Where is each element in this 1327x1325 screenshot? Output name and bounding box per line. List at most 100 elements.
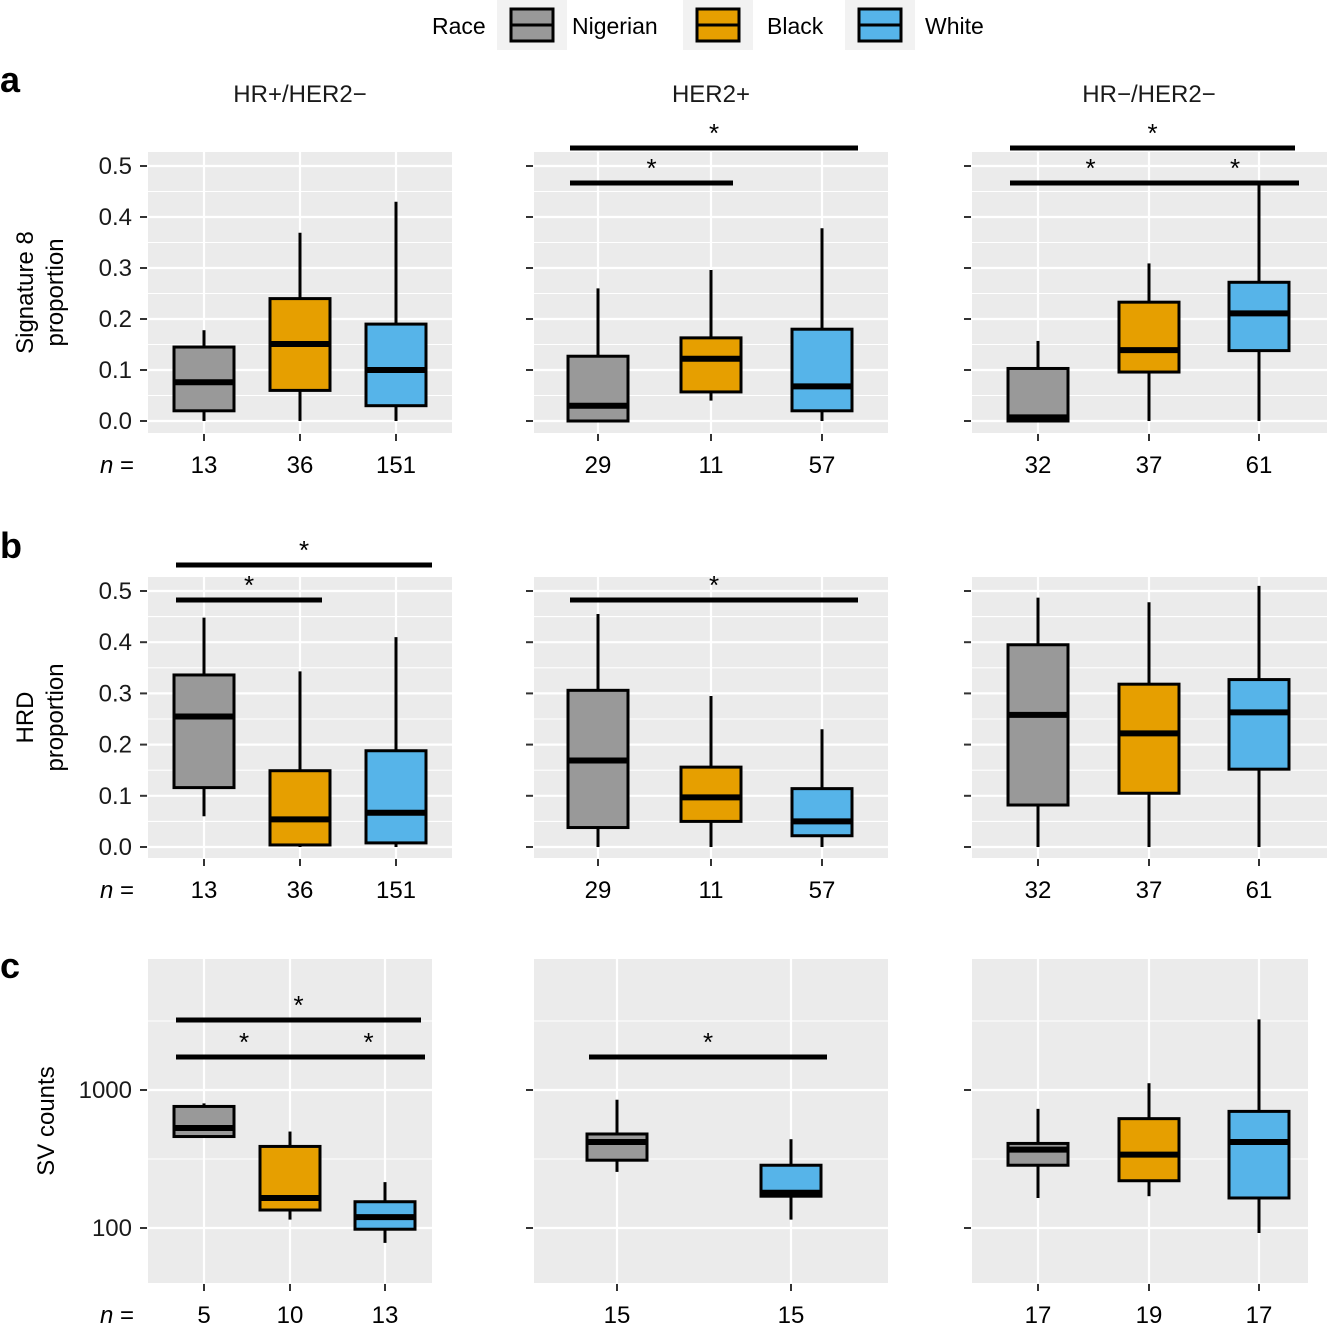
n-label: 32 (1025, 877, 1052, 904)
y-tick-label: 0.5 (99, 153, 132, 180)
box-nigerian (172, 1103, 236, 1139)
legend-item-black: Black (683, 0, 824, 50)
box-nigerian (566, 288, 630, 423)
y-tick-label: 1000 (79, 1077, 132, 1104)
significance-bracket: * (176, 990, 421, 1023)
n-prefix-symbol: n (100, 1302, 113, 1325)
n-label: 17 (1246, 1302, 1273, 1325)
significance-star: * (709, 570, 719, 600)
box-iqr (1227, 1109, 1291, 1200)
significance-star: * (709, 118, 719, 148)
box-black (679, 270, 743, 401)
box-nigerian (585, 1099, 649, 1172)
n-label: 13 (372, 1302, 399, 1325)
n-label: 36 (287, 877, 314, 904)
significance-star: * (239, 1027, 249, 1057)
n-label: 57 (809, 452, 836, 479)
box-iqr (172, 673, 236, 790)
significance-bracket: * (1010, 118, 1295, 151)
box-white (1227, 1019, 1291, 1233)
significance-star: * (1085, 153, 1095, 183)
significance-star: * (646, 153, 656, 183)
facet-label-hr-neg-her2-neg: HR−/HER2− (1082, 81, 1215, 108)
box-white (353, 1182, 417, 1243)
panel-a-1: 0.0 0.1 0.2 0.3 0.4 0.5 13 36 151 n = (99, 139, 452, 479)
panel-background (534, 959, 888, 1283)
legend-title: Race (432, 13, 486, 39)
n-label: 17 (1025, 1302, 1052, 1325)
significance-star: * (299, 535, 309, 565)
n-label: 11 (699, 877, 724, 904)
box-iqr (566, 354, 630, 423)
box-white (1227, 183, 1291, 421)
box-nigerian (172, 617, 236, 817)
box-iqr (790, 327, 854, 413)
box-black (268, 232, 332, 421)
y-axis-title-line: proportion (42, 663, 69, 771)
box-iqr (585, 1132, 649, 1162)
significance-bracket: * (312, 1027, 425, 1060)
n-label: 10 (277, 1302, 304, 1325)
n-prefix: n = (100, 1302, 134, 1325)
panel-c-3: 17 19 17 (964, 959, 1308, 1325)
box-nigerian (566, 614, 630, 847)
y-tick-label: 0.3 (99, 255, 132, 282)
box-white (790, 228, 854, 421)
significance-star: * (1230, 153, 1240, 183)
box-white (364, 637, 428, 847)
y-tick-label: 0.5 (99, 578, 132, 605)
panel-letter-c: c (0, 945, 20, 986)
panel-b-3: 32 37 61 (964, 564, 1327, 904)
significance-star: * (1147, 118, 1157, 148)
y-tick-label: 0.2 (99, 306, 132, 333)
y-tick-label: 0.4 (99, 629, 132, 656)
row-b: b HRD proportion 0.0 0.1 0.2 0.3 0.4 0.5 13 36 151 n… (0, 525, 1327, 904)
significance-bracket: * (570, 153, 733, 186)
box-iqr (1117, 682, 1181, 795)
box-nigerian (1006, 340, 1070, 423)
facet-strips: HR+/HER2− HER2+ HR−/HER2− (233, 81, 1215, 108)
n-label: 37 (1136, 877, 1163, 904)
n-label: 151 (376, 452, 416, 479)
n-label: 15 (778, 1302, 805, 1325)
significance-bracket: * (1010, 153, 1171, 186)
panel-a-2: 29 11 57 * * (526, 118, 888, 479)
significance-bracket: * (1171, 153, 1299, 186)
box-iqr (1117, 300, 1181, 374)
row-c: c SV counts 100 1000 5 10 13 n = * * * 15 15 * 17 19 17 (0, 945, 1308, 1325)
n-label: 151 (376, 877, 416, 904)
legend-label-nigerian: Nigerian (572, 13, 658, 39)
box-iqr (364, 322, 428, 408)
significance-bracket: * (176, 535, 432, 568)
box-black (258, 1131, 322, 1220)
n-label: 13 (191, 452, 218, 479)
y-axis-title-c: SV counts (33, 1066, 60, 1175)
n-label: 61 (1246, 452, 1273, 479)
legend: Race Nigerian Black White (432, 0, 984, 50)
box-black (268, 671, 332, 847)
box-black (1117, 1083, 1181, 1197)
box-white (759, 1139, 823, 1220)
n-label: 11 (699, 452, 724, 479)
box-iqr (790, 787, 854, 838)
n-label: 5 (197, 1302, 210, 1325)
y-tick-label: 0.0 (99, 408, 132, 435)
facet-label-her2-pos: HER2+ (672, 81, 750, 108)
significance-bracket: * (570, 118, 858, 151)
significance-bracket: * (589, 1027, 827, 1060)
y-tick-label: 0.1 (99, 357, 132, 384)
box-iqr (172, 345, 236, 413)
box-iqr (1227, 280, 1291, 353)
y-tick-label: 0.3 (99, 680, 132, 707)
box-iqr (1006, 643, 1070, 807)
n-label: 19 (1136, 1302, 1163, 1325)
box-iqr (364, 749, 428, 845)
panel-letter-a: a (0, 59, 21, 100)
box-white (790, 729, 854, 847)
significance-star: * (363, 1027, 373, 1057)
y-axis-title-line: SV counts (33, 1066, 60, 1175)
significance-bracket: * (570, 570, 858, 603)
box-iqr (679, 765, 743, 823)
